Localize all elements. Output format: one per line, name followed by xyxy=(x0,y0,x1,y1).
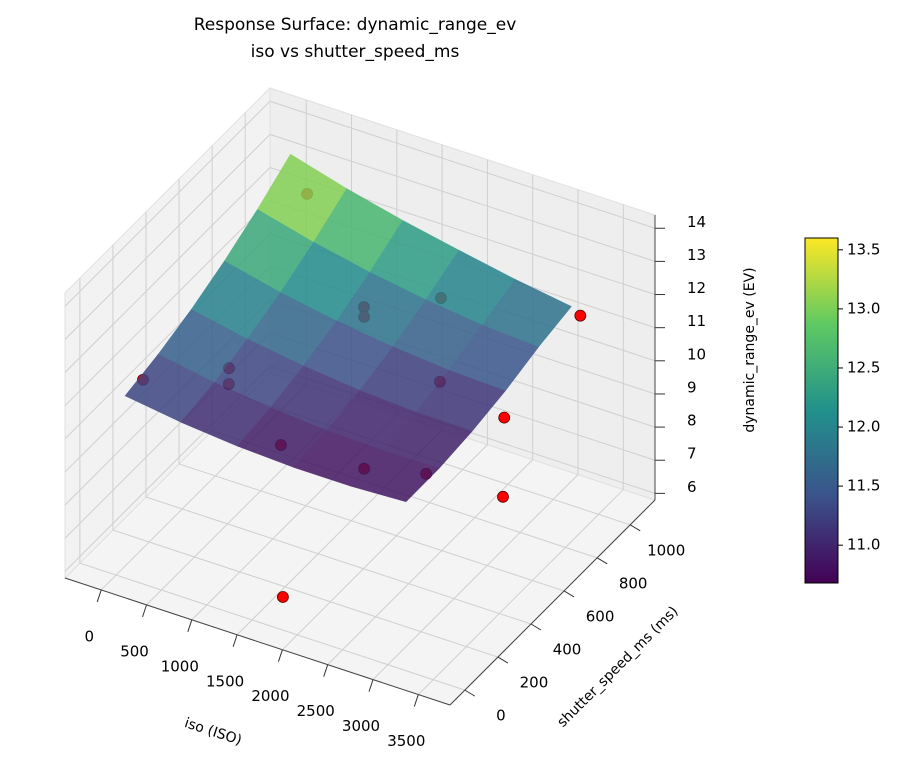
y-tick-label: 200 xyxy=(520,674,549,692)
x-tick xyxy=(142,604,148,618)
grid-line xyxy=(269,133,656,262)
surface xyxy=(124,153,572,503)
x-tick-label: 2500 xyxy=(297,702,335,720)
x-tick-label: 500 xyxy=(120,642,149,660)
grid-line xyxy=(417,489,624,695)
y-tick xyxy=(464,689,476,697)
grid-line xyxy=(112,529,499,658)
colorbar-tick-label: 12.0 xyxy=(847,418,880,436)
y-tick xyxy=(563,590,575,598)
grid-line xyxy=(64,167,271,373)
colorbar-tick-label: 12.5 xyxy=(847,358,880,376)
data-point xyxy=(498,411,511,424)
grid-line xyxy=(372,474,579,680)
y-tick-label: 800 xyxy=(619,574,648,592)
x-tick-label: 0 xyxy=(84,627,94,645)
grid-line xyxy=(64,200,271,407)
y-tick xyxy=(497,656,509,664)
grid-line xyxy=(64,134,271,340)
data-point xyxy=(276,591,289,603)
z-tick-label: 7 xyxy=(687,445,697,463)
y-tick xyxy=(530,623,542,631)
colorbar-tick-label: 13.5 xyxy=(847,240,880,258)
x-tick xyxy=(277,649,283,662)
colorbar-tick-label: 11.5 xyxy=(847,477,880,495)
x-tick-label: 1500 xyxy=(206,672,244,690)
x-tick-label: 1000 xyxy=(161,657,199,675)
colorbar-tick-label: 11.0 xyxy=(847,536,880,554)
y-tick-label: 0 xyxy=(496,707,506,725)
y-axis-label: shutter_speed_ms (ms) xyxy=(554,603,681,730)
chart-subtitle: iso vs shutter_speed_ms xyxy=(251,42,460,62)
y-tick-label: 400 xyxy=(553,640,582,658)
x-tick xyxy=(323,664,329,677)
chart-title: Response Surface: dynamic_range_ev xyxy=(194,15,517,35)
axis-line xyxy=(64,577,451,706)
x-tick xyxy=(368,679,374,692)
x-axis-label: iso (ISO) xyxy=(182,715,243,749)
z-tick-label: 8 xyxy=(687,412,697,430)
data-point xyxy=(497,490,509,503)
axis-line xyxy=(449,499,656,706)
x-tick-label: 3000 xyxy=(342,717,380,735)
grid-line xyxy=(79,562,466,691)
x-tick-label: 2000 xyxy=(251,687,289,705)
x-tick xyxy=(187,619,193,632)
z-tick-label: 10 xyxy=(687,345,706,363)
y-tick-label: 1000 xyxy=(647,541,685,559)
grid-line xyxy=(145,496,532,625)
x-tick xyxy=(232,634,238,647)
z-axis-label: dynamic_range_ev (EV) xyxy=(742,267,758,432)
surface-patch xyxy=(349,450,440,503)
y-tick-label: 600 xyxy=(586,607,615,625)
grid-line xyxy=(178,463,565,592)
z-tick-label: 6 xyxy=(687,478,697,496)
z-tick-label: 11 xyxy=(687,312,706,330)
y-tick xyxy=(596,557,608,565)
x-tick xyxy=(96,589,102,603)
z-tick-label: 14 xyxy=(687,213,706,231)
z-tick-label: 13 xyxy=(687,246,706,264)
data-point xyxy=(574,309,587,322)
colorbar-tick-label: 13.0 xyxy=(847,299,880,317)
y-tick xyxy=(629,524,641,532)
x-tick-label: 3500 xyxy=(387,732,425,750)
grid-line xyxy=(269,100,656,229)
grid-line xyxy=(282,444,488,651)
colorbar xyxy=(804,237,839,584)
z-tick-label: 12 xyxy=(687,279,706,297)
grid-line xyxy=(64,100,271,307)
z-tick-label: 9 xyxy=(687,378,697,396)
x-tick xyxy=(413,694,419,707)
